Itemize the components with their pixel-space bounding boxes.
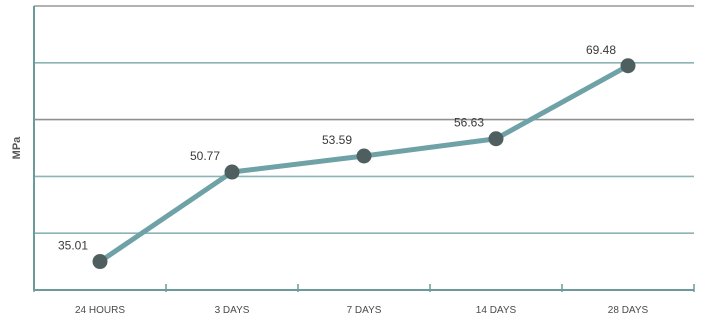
x-tick-label: 28 DAYS (608, 305, 649, 316)
series-line (92, 58, 636, 270)
axes (33, 6, 694, 291)
data-label: 56.63 (454, 116, 484, 130)
x-axis-ticks: 24 HOURS 3 DAYS 7 DAYS 14 DAYS 28 DAYS (33, 284, 695, 316)
series-polyline (97, 63, 631, 265)
data-label: 35.01 (58, 239, 88, 253)
data-label: 50.77 (190, 149, 220, 163)
data-label: 69.48 (586, 43, 616, 57)
x-tick-label: 24 HOURS (75, 305, 125, 316)
data-point (356, 148, 372, 164)
data-label: 53.59 (322, 133, 352, 147)
data-point (488, 131, 504, 147)
x-tick-label: 14 DAYS (476, 305, 517, 316)
data-point (224, 164, 240, 180)
x-tick-label: 7 DAYS (347, 305, 382, 316)
grid-lines (34, 5, 694, 234)
data-point (92, 254, 108, 270)
data-point (620, 58, 636, 74)
data-labels: 35.01 50.77 53.59 56.63 69.48 (58, 43, 616, 253)
x-tick-label: 3 DAYS (215, 305, 250, 316)
y-axis-title: MPa (11, 136, 23, 160)
